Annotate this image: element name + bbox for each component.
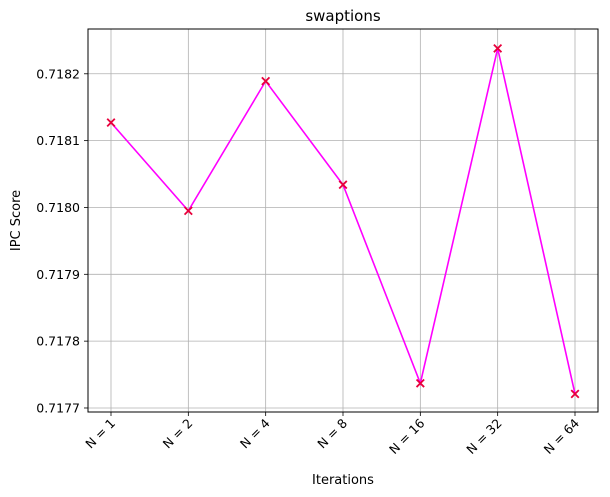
x-axis-label: Iterations (312, 473, 374, 488)
data-point-marker (415, 378, 425, 388)
y-tick-label: 0.7179 (36, 267, 80, 282)
grid (88, 29, 598, 412)
x-tick-label: N = 32 (463, 416, 504, 457)
chart-title: swaptions (305, 7, 381, 25)
y-tick-label: 0.7182 (36, 66, 80, 81)
x-tick-label: N = 2 (160, 416, 196, 452)
y-tick-label: 0.7177 (36, 400, 80, 415)
data-point-marker (570, 389, 580, 399)
data-point-marker (106, 118, 116, 128)
x-tick-label: N = 8 (314, 415, 350, 451)
axis-ticks: N = 1 N = 2 N = 4 N = 8 N = 16 N = 32 N = 64 0.… (36, 66, 582, 457)
x-tick-label: N = 4 (237, 415, 273, 451)
x-tick-label: N = 1 (82, 416, 118, 452)
y-tick-label: 0.7178 (36, 334, 80, 349)
series (106, 43, 580, 399)
data-point-marker (338, 180, 348, 190)
data-point-marker (183, 206, 193, 216)
y-tick-label: 0.7181 (36, 133, 80, 148)
data-point-marker (493, 43, 503, 53)
x-tick-label: N = 16 (386, 415, 428, 457)
y-axis-label: IPC Score (9, 190, 24, 251)
y-tick-label: 0.7180 (36, 200, 80, 215)
x-tick-label: N = 64 (541, 415, 583, 457)
data-point-marker (261, 76, 271, 86)
